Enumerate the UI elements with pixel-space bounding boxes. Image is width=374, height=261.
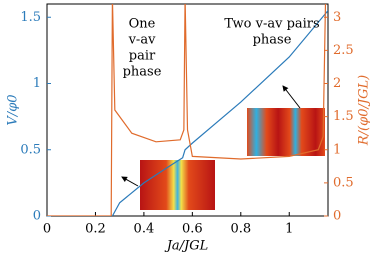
y2-tick-label: 3 (333, 10, 341, 25)
y2-tick-label: 2 (333, 76, 341, 91)
x-tick-label: 0.6 (182, 222, 203, 237)
y2-tick-label: 2.5 (333, 43, 354, 58)
arrow (282, 85, 301, 109)
y-tick-label: 0 (33, 209, 41, 224)
y2-tick-label: 1.5 (333, 109, 354, 124)
annotation: v-av (128, 33, 156, 48)
x-tick-label: 1 (285, 222, 293, 237)
x-tick-label: 0.2 (85, 222, 106, 237)
inset-image (140, 160, 215, 210)
plot-frame (46, 3, 329, 217)
x-axis-label: Ja/JGL (164, 239, 209, 254)
x-tick-label: 0.8 (230, 222, 251, 237)
y-tick-label: 1 (33, 76, 41, 91)
annotation: phase (123, 65, 162, 80)
data-line (47, 4, 327, 216)
annotation: pair (129, 49, 156, 64)
data-line (111, 10, 328, 216)
inset-image (247, 108, 325, 156)
y2-tick-label: 0 (333, 209, 341, 224)
y2-tick-label: 1 (333, 142, 341, 157)
y-axis-label: V/φ0 (6, 94, 21, 125)
annotation: phase (253, 33, 292, 48)
annotation: Two v-av pairs (224, 17, 319, 32)
y-tick-label: 0.5 (20, 142, 41, 157)
y-tick-label: 1.5 (20, 10, 41, 25)
y2-tick-label: 0.5 (333, 175, 354, 190)
x-tick-label: 0 (43, 222, 51, 237)
x-tick-label: 0.4 (134, 222, 155, 237)
annotation: One (129, 17, 156, 32)
arrow (121, 176, 139, 187)
y2-axis-label: R/(φ0/JGL) (357, 75, 372, 146)
